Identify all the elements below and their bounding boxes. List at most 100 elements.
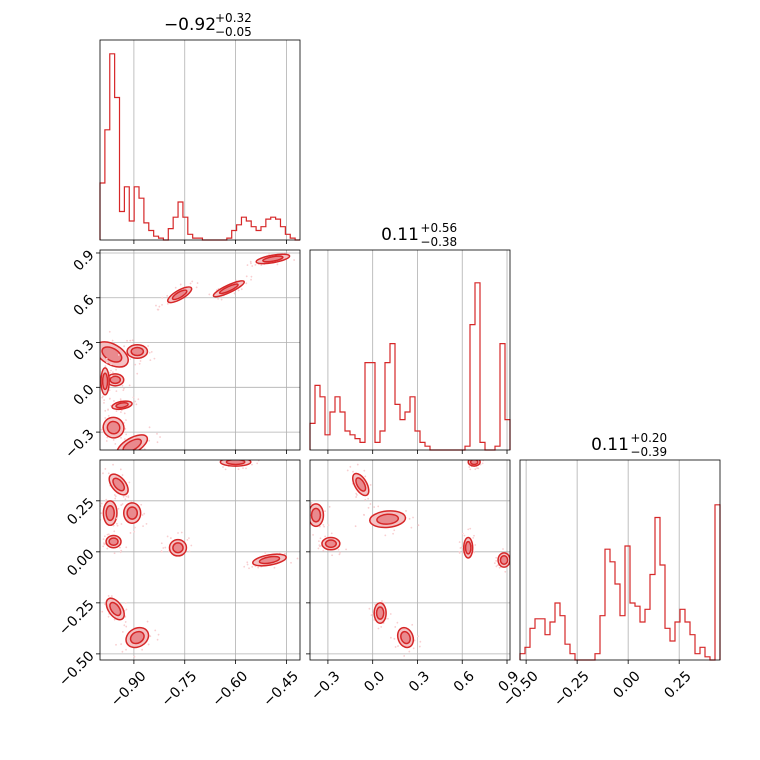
cluster-sample-x1x2-7-1	[470, 457, 472, 459]
cluster-sample-x1x2-4-5	[377, 627, 380, 630]
cluster-fill-inner-x0x1-1	[110, 376, 121, 384]
title-minus-2: −0.39	[630, 445, 667, 459]
cluster-sample-x1x2-4-12	[370, 614, 373, 617]
panel-title-2: 0.11	[591, 435, 629, 455]
cluster-sample-x0x1-0-4	[92, 357, 94, 359]
cluster-sample-x0x2-7-10	[244, 457, 246, 459]
cluster-sample-x0x1-3-6	[117, 354, 120, 356]
cluster-contour-inner-x1x2-2	[355, 477, 367, 492]
cluster-sample-x0x2-3-0	[133, 526, 136, 529]
panel-frame-1-1	[309, 249, 511, 451]
cluster-contour-inner-x0x2-1	[108, 537, 119, 547]
cluster-sample-x1x2-2-4	[355, 496, 358, 498]
cluster-sample-x0x1-2-1	[113, 399, 115, 402]
cluster-contour-outer-x0x1-5	[116, 434, 149, 450]
ytick-label-1-1: 0.0	[71, 382, 98, 409]
title-errors-2: +0.20−0.39	[630, 431, 667, 459]
cluster-sample-x1x2-5-2	[396, 621, 399, 624]
cluster-sample-x0x1-1-7	[128, 384, 131, 387]
cluster-sample-x1x2-3-10	[408, 517, 411, 520]
cluster-sample-x0x1-8-13	[276, 263, 279, 266]
cluster-x0x1-1	[102, 368, 131, 393]
cluster-sample-x1x2-8-0	[495, 560, 498, 562]
cluster-sample-x0x1-7-11	[217, 297, 220, 300]
cluster-sample-x1x2-1-11	[330, 532, 333, 535]
cluster-sample-x1x2-3-6	[354, 525, 357, 528]
cluster-sample-x0x2-8-6	[251, 565, 254, 568]
cluster-sample-x0x2-7-1	[226, 457, 228, 459]
cluster-sample-x0x1-9-5	[97, 367, 99, 369]
cluster-x0x1-3	[117, 339, 156, 366]
cluster-x1x2-2	[346, 463, 372, 505]
cluster-x1x2-0	[310, 501, 331, 536]
cluster-sample-x0x2-7-7	[237, 468, 240, 471]
cluster-contour-outer-x0x2-6	[168, 538, 188, 557]
cluster-sample-x0x1-0-5	[136, 372, 139, 375]
cluster-sample-x0x1-9-12	[110, 375, 113, 377]
cluster-sample-x1x2-2-11	[349, 465, 352, 468]
cluster-sample-x0x1-8-8	[293, 259, 296, 261]
cluster-sample-x0x2-0-8	[105, 498, 108, 501]
cluster-x0x1-9	[97, 357, 113, 404]
cluster-sample-x0x1-6-13	[156, 308, 159, 311]
cluster-sample-x0x1-4-11	[112, 439, 115, 441]
cluster-sample-x0x2-7-0	[224, 457, 226, 459]
cluster-x1x2-8	[493, 548, 515, 573]
cluster-sample-x0x2-1-10	[103, 535, 106, 538]
cluster-sample-x0x2-1-1	[107, 533, 110, 536]
cluster-contour-outer-x0x1-9	[100, 367, 110, 396]
xtick-label-0-0: −0.90	[108, 668, 150, 710]
cluster-fill-inner-x0x2-5	[130, 631, 145, 644]
cluster-contour-outer-x1x2-4	[373, 602, 387, 625]
grid-0-0	[133, 40, 287, 240]
cluster-x0x2-1	[102, 530, 128, 555]
cluster-sample-x0x2-5-7	[154, 629, 157, 632]
cluster-fill-inner-x0x2-3	[127, 506, 138, 520]
title-minus-1: −0.38	[420, 235, 457, 249]
cluster-sample-x0x2-2-3	[114, 495, 117, 498]
cluster-sample-x1x2-8-3	[513, 564, 515, 566]
cluster-sample-x0x1-5-7	[156, 432, 158, 435]
cluster-sample-x0x2-6-5	[166, 535, 169, 538]
cluster-sample-x1x2-0-12	[323, 525, 325, 528]
xtick-label-1-2: 0.3	[406, 668, 433, 695]
cluster-sample-x1x2-4-3	[383, 601, 386, 604]
cluster-sample-x0x2-1-8	[113, 552, 116, 555]
cluster-sample-x0x2-2-9	[112, 463, 114, 466]
cluster-sample-x1x2-3-11	[377, 505, 380, 508]
cluster-sample-x0x1-8-4	[246, 264, 249, 266]
cluster-sample-x0x1-6-7	[196, 282, 199, 284]
cluster-sample-x1x2-5-0	[394, 646, 397, 648]
cluster-sample-x0x1-5-3	[134, 455, 136, 457]
ytick-label-2-2: 0.00	[64, 546, 97, 579]
cluster-sample-x0x2-1-5	[120, 549, 123, 552]
cluster-sample-x1x2-1-2	[338, 553, 341, 556]
cluster-sample-x0x2-6-4	[160, 542, 163, 545]
cluster-sample-x1x2-8-11	[498, 566, 501, 569]
cluster-contour-inner-x0x2-4	[109, 601, 122, 617]
cluster-sample-x0x1-9-9	[105, 357, 108, 360]
cluster-sample-x0x1-7-12	[245, 275, 248, 278]
cluster-sample-x0x1-4-12	[105, 440, 108, 442]
cluster-sample-x0x1-7-8	[220, 298, 223, 301]
cluster-sample-x1x2-1-0	[317, 547, 320, 550]
cluster-sample-x1x2-1-9	[318, 544, 321, 547]
cluster-sample-x0x2-8-4	[243, 565, 246, 568]
cluster-sample-x0x2-5-10	[120, 643, 123, 646]
cluster-x0x2-0	[100, 498, 124, 536]
cluster-sample-x1x2-1-6	[322, 549, 325, 552]
cluster-sample-x0x1-2-4	[104, 409, 107, 412]
cluster-contour-inner-x0x1-3	[130, 346, 145, 357]
cluster-sample-x1x2-2-10	[363, 469, 366, 472]
cluster-sample-x0x2-3-2	[129, 532, 132, 534]
cluster-sample-x1x2-5-1	[403, 655, 406, 657]
cluster-sample-x0x1-1-8	[115, 390, 118, 393]
cluster-sample-x1x2-0-11	[328, 505, 331, 508]
cluster-fill-inner-x1x2-1	[325, 540, 337, 548]
cluster-contour-inner-x1x2-1	[324, 539, 338, 549]
cluster-sample-x0x2-4-3	[110, 595, 113, 597]
cluster-x0x1-8	[246, 252, 300, 267]
cluster-x0x2-3	[115, 495, 148, 534]
cluster-sample-x0x1-2-8	[119, 411, 122, 414]
cluster-sample-x0x1-0-9	[95, 361, 97, 363]
